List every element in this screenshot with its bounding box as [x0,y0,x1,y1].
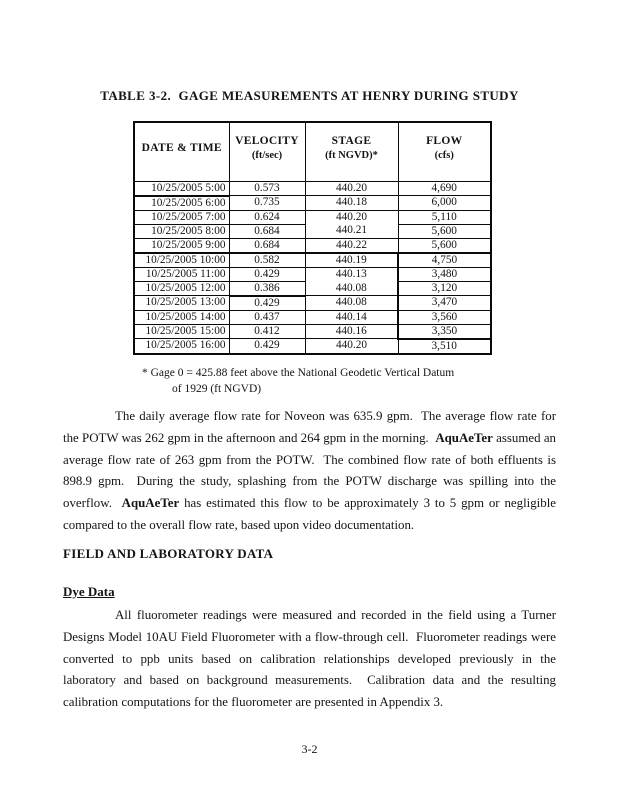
flow-cell: 3,480 [397,266,492,282]
flow-cell: 3,120 [397,280,492,296]
flow-cell: 4,690 [397,180,492,196]
col-header-label: FLOW [426,134,463,147]
flow-cell: 5,110 [397,209,492,225]
flow-cell: 4,750 [397,252,492,268]
subsection-heading-dye-data: Dye Data [63,584,115,599]
flow-cell: 6,000 [397,195,492,211]
flow-cell: 5,600 [397,223,492,239]
table-row: 10/25/2005 11:00 0.429 440.13 3,480 [133,266,492,282]
velocity-cell: 0.386 [228,280,306,297]
velocity-cell: 0.437 [228,309,306,325]
table-title: TABLE 3-2. GAGE MEASUREMENTS AT HENRY DU… [100,88,519,103]
col-header-flow: FLOW (cfs) [397,121,492,182]
table-footnote: * Gage 0 = 425.88 feet above the Nationa… [142,366,454,397]
table-row: 10/25/2005 9:00 0.684 440.22 5,600 [133,237,492,254]
section-heading-field-and-laboratory-data: FIELD AND LABORATORY DATA [63,546,274,561]
stage-cell: 440.21 [304,223,399,239]
col-header-stage: STAGE (ft NGVD)* [304,121,399,182]
velocity-cell: 0.429 [228,266,306,282]
stage-cell: 440.19 [304,252,399,268]
date-time-cell: 10/25/2005 15:00 [133,323,230,339]
velocity-cell: 0.624 [228,209,306,225]
velocity-cell: 0.735 [228,195,306,211]
table-body: 10/25/2005 5:00 0.573 440.20 4,690 10/25/200… [133,180,492,354]
stage-cell: 440.20 [304,338,399,354]
flow-cell: 3,510 [397,338,492,354]
table-row: 10/25/2005 12:00 0.386 440.08 3,120 [133,280,492,297]
table-row: 10/25/2005 16:00 0.429 440.20 3,510 [133,338,492,354]
date-time-cell: 10/25/2005 8:00 [133,223,230,239]
table-row: 10/25/2005 10:00 0.582 440.19 4,750 [133,252,492,268]
footnote-line-1: * Gage 0 = 425.88 feet above the Nationa… [142,367,455,379]
stage-cell: 440.18 [304,195,399,211]
flow-rate-paragraph: The daily average flow rate for Noveon w… [63,406,556,537]
stage-cell: 440.08 [304,295,399,311]
col-header-label: STAGE [331,134,372,147]
flow-cell: 3,470 [397,295,492,311]
table-header-row: DATE & TIME VELOCITY (ft/sec) STAGE (ft … [133,121,492,182]
velocity-cell: 0.684 [228,223,306,239]
paragraph-text: The daily average flow rate for Noveon w… [63,409,560,445]
velocity-cell: 0.429 [228,338,306,354]
stage-cell: 440.16 [304,323,399,339]
stage-cell: 440.22 [304,237,399,254]
date-time-cell: 10/25/2005 6:00 [133,195,230,211]
table-row: 10/25/2005 15:00 0.412 440.16 3,350 [133,323,492,340]
flow-cell: 5,600 [397,237,492,254]
date-time-cell: 10/25/2005 10:00 [133,252,230,268]
col-header-label: VELOCITY [235,134,299,147]
date-time-cell: 10/25/2005 5:00 [133,180,230,197]
footnote-line-2: of 1929 (ft NGVD) [172,382,262,395]
table-row: 10/25/2005 6:00 0.735 440.18 6,000 [133,195,492,211]
page-number: 3-2 [301,742,318,756]
date-time-cell: 10/25/2005 12:00 [133,280,230,296]
velocity-cell: 0.429 [228,295,306,311]
flow-cell: 3,350 [397,323,492,340]
flow-cell: 3,560 [397,309,492,325]
date-time-cell: 10/25/2005 11:00 [133,266,230,282]
date-time-cell: 10/25/2005 7:00 [133,209,230,225]
date-time-cell: 10/25/2005 13:00 [133,295,230,311]
stage-cell: 440.20 [304,180,399,196]
table-row: 10/25/2005 7:00 0.624 440.20 5,110 [133,209,492,225]
col-header-unit: (ft NGVD)* [325,149,378,161]
col-header-unit: (cfs) [434,149,454,161]
table-row: 10/25/2005 5:00 0.573 440.20 4,690 [133,180,492,197]
stage-cell: 440.13 [304,266,399,281]
date-time-cell: 10/25/2005 14:00 [133,309,230,325]
gage-measurements-table: DATE & TIME VELOCITY (ft/sec) STAGE (ft … [133,121,492,355]
paragraph-text: assumed an average flow rate of 263 gpm … [63,430,560,511]
table-row: 10/25/2005 8:00 0.684 440.21 5,600 [133,223,492,239]
stage-cell: 440.20 [304,209,399,224]
date-time-cell: 10/25/2005 16:00 [133,338,230,354]
date-time-cell: 10/25/2005 9:00 [133,237,230,254]
table-row: 10/25/2005 13:00 0.429 440.08 3,470 [133,295,492,311]
company-name-bold: AquAeTer [435,430,493,445]
col-header-velocity: VELOCITY (ft/sec) [228,121,306,182]
stage-cell: 440.14 [304,309,399,325]
velocity-cell: 0.412 [228,323,306,339]
velocity-cell: 0.582 [228,252,306,268]
table-row: 10/25/2005 14:00 0.437 440.14 3,560 [133,309,492,325]
col-header-label: DATE & TIME [141,141,222,154]
dye-data-paragraph: All fluorometer readings were measured a… [63,608,560,710]
company-name-bold: AquAeTer [121,496,180,511]
col-header-unit: (ft/sec) [251,149,283,161]
col-header-date-time: DATE & TIME [133,121,230,182]
stage-cell: 440.08 [304,280,399,296]
velocity-cell: 0.573 [228,180,306,196]
paragraph-text: has estimated this flow to be approximat… [63,496,560,532]
velocity-cell: 0.684 [228,237,306,254]
